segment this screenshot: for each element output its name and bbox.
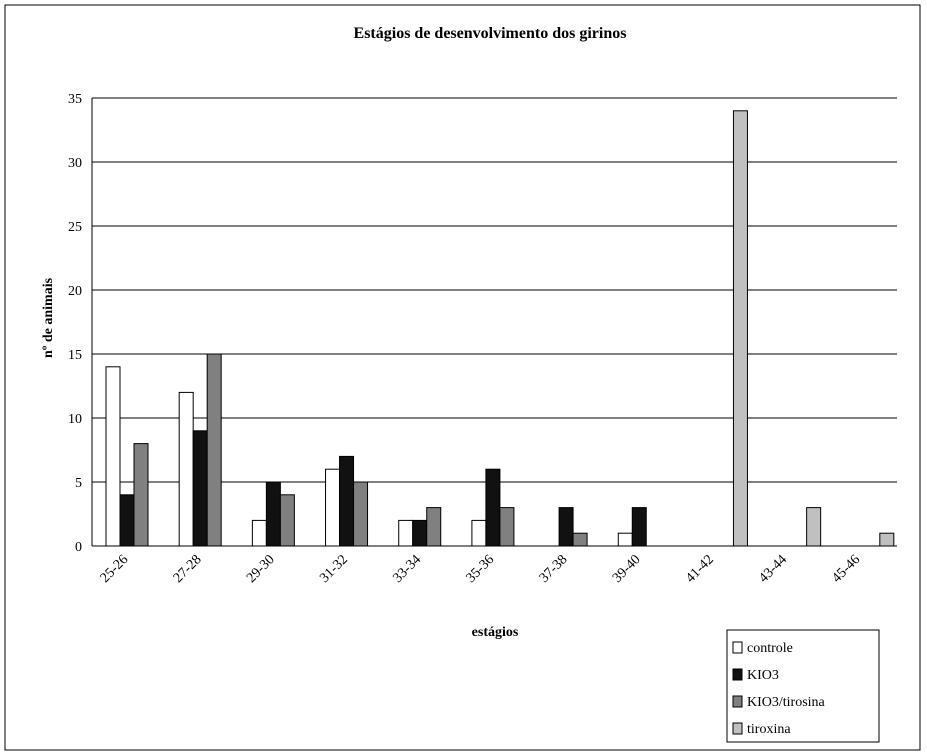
bar bbox=[471, 519, 487, 547]
bar bbox=[631, 507, 647, 547]
legend-box bbox=[726, 629, 880, 743]
bar bbox=[398, 519, 414, 547]
legend-swatch bbox=[732, 641, 743, 654]
bar bbox=[485, 468, 501, 547]
chart-title: Estágios de desenvolvimento dos girinos bbox=[354, 25, 627, 42]
legend-label: KIO3 bbox=[747, 668, 779, 683]
y-tick-label: 25 bbox=[68, 220, 82, 235]
legend-label: controle bbox=[747, 641, 793, 656]
bar bbox=[119, 494, 135, 547]
legend-swatch bbox=[732, 668, 743, 681]
y-tick-label: 10 bbox=[68, 412, 82, 427]
y-tick-label: 0 bbox=[75, 540, 82, 555]
x-axis-title: estágios bbox=[472, 625, 519, 640]
y-tick-label: 35 bbox=[68, 92, 82, 107]
bar bbox=[133, 443, 149, 547]
chart-frame bbox=[4, 4, 921, 751]
bar bbox=[192, 430, 208, 547]
legend-label: tiroxina bbox=[747, 722, 791, 737]
legend-swatch bbox=[732, 722, 743, 735]
bar bbox=[558, 507, 574, 547]
bar bbox=[265, 481, 281, 547]
legend-label: KIO3/tirosina bbox=[747, 695, 826, 710]
bar bbox=[732, 110, 748, 547]
bar bbox=[572, 532, 588, 547]
y-tick-label: 30 bbox=[68, 156, 82, 171]
bar bbox=[279, 494, 295, 547]
bar bbox=[806, 507, 822, 547]
y-axis-title: nº de animais bbox=[41, 277, 56, 358]
bar bbox=[426, 507, 442, 547]
bar bbox=[879, 532, 895, 547]
bar bbox=[105, 366, 121, 547]
bar bbox=[617, 532, 633, 547]
legend-swatch bbox=[732, 695, 743, 708]
bar bbox=[353, 481, 369, 547]
bar bbox=[339, 455, 355, 547]
y-tick-label: 15 bbox=[68, 348, 82, 363]
bar bbox=[412, 519, 428, 547]
bar bbox=[325, 468, 341, 547]
bar bbox=[499, 507, 515, 547]
y-tick-label: 20 bbox=[68, 284, 82, 299]
bar bbox=[178, 391, 194, 547]
bar bbox=[251, 519, 267, 547]
bar bbox=[206, 353, 222, 547]
y-tick-label: 5 bbox=[75, 476, 82, 491]
